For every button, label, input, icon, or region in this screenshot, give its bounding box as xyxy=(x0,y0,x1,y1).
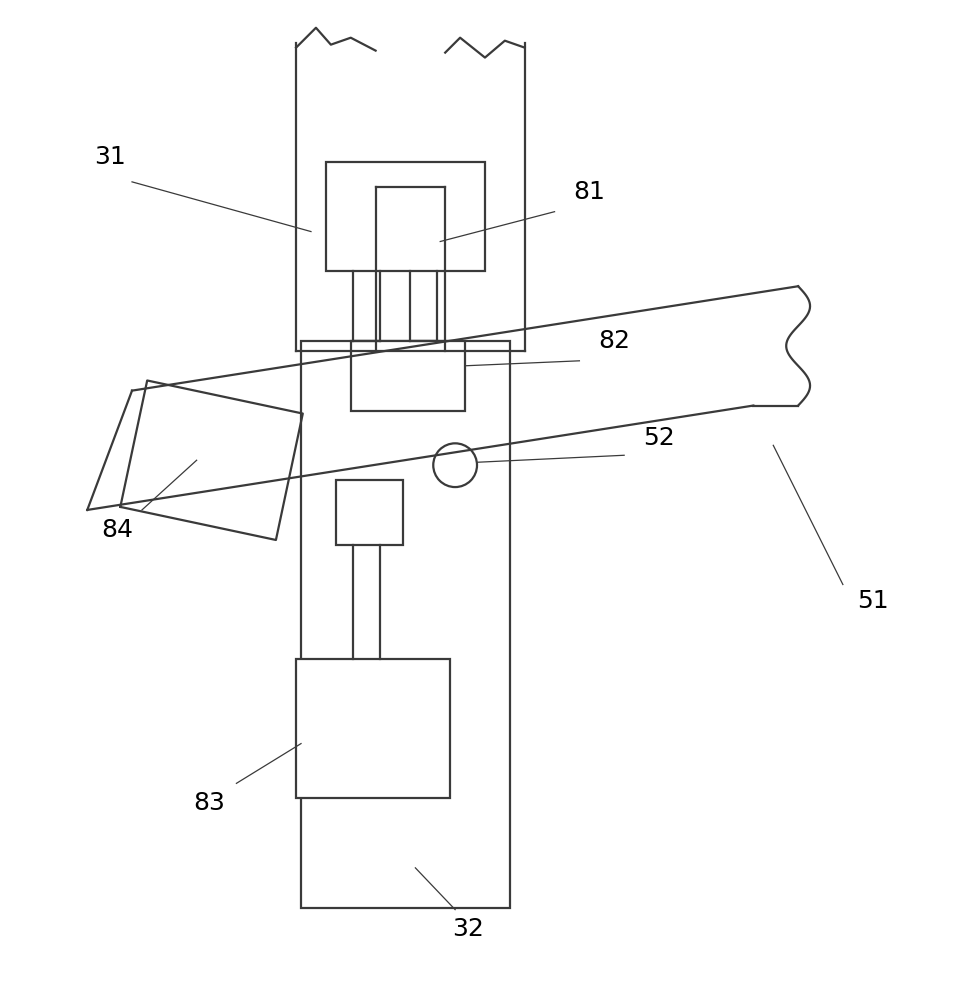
Text: 83: 83 xyxy=(193,791,226,815)
Text: 52: 52 xyxy=(643,426,675,450)
Text: 32: 32 xyxy=(452,917,484,941)
Bar xyxy=(301,341,510,908)
Text: 31: 31 xyxy=(95,145,126,169)
Bar xyxy=(336,480,404,545)
Text: 82: 82 xyxy=(598,329,631,353)
Text: 81: 81 xyxy=(573,180,605,204)
Bar xyxy=(326,162,485,271)
Text: 84: 84 xyxy=(101,518,133,542)
Bar xyxy=(296,659,450,798)
Bar xyxy=(351,341,465,411)
Text: 51: 51 xyxy=(857,589,888,613)
Circle shape xyxy=(434,443,477,487)
